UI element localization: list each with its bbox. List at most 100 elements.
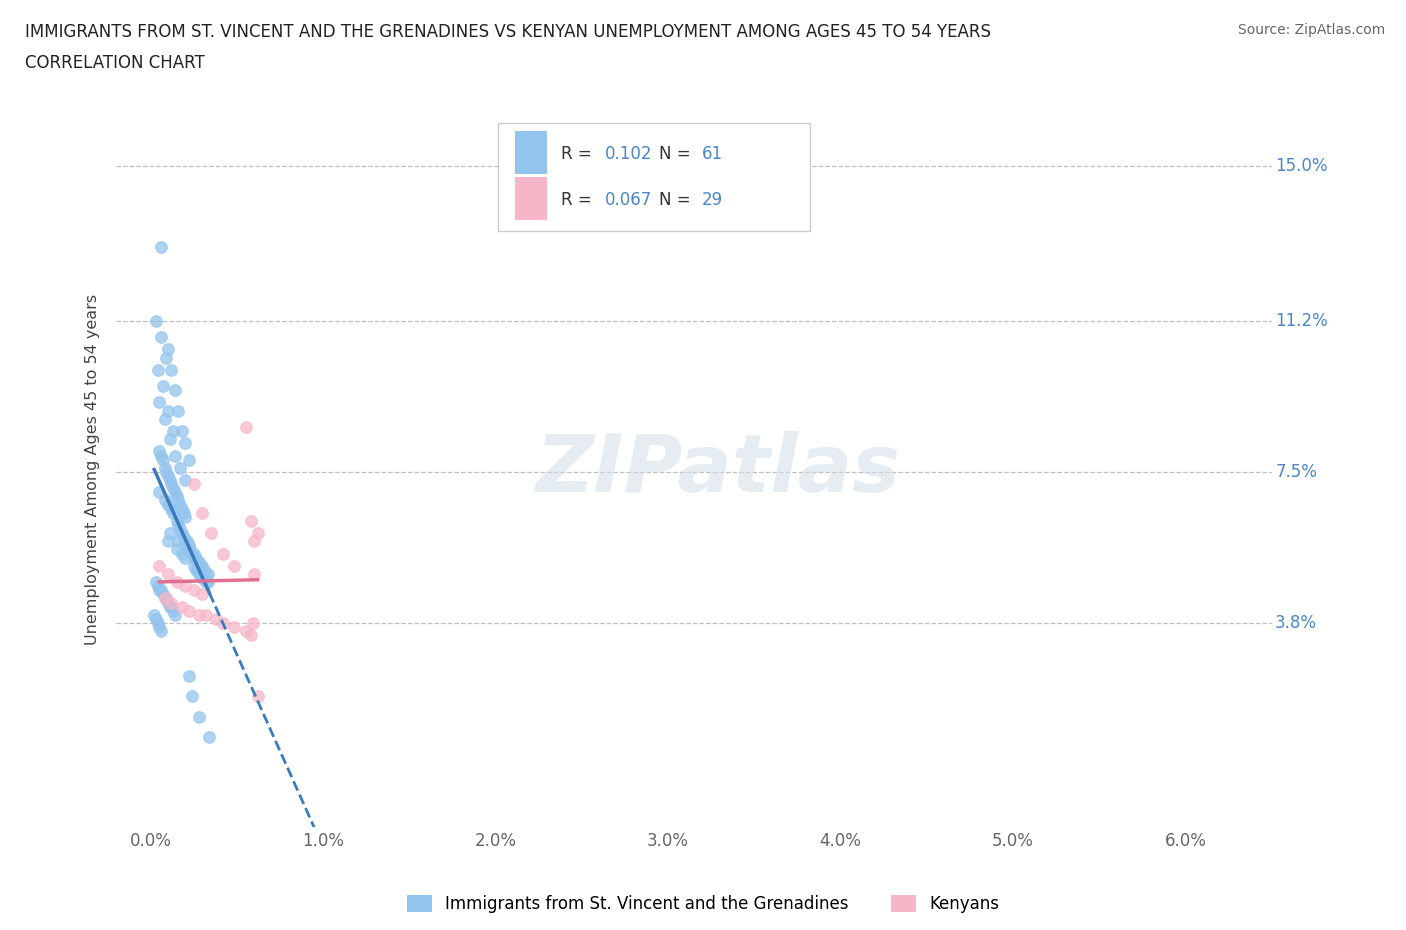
Point — [160, 477, 183, 492]
Point — [174, 551, 197, 565]
Point — [170, 599, 193, 614]
Point — [150, 330, 173, 345]
Text: 29: 29 — [702, 191, 723, 209]
Text: IMMIGRANTS FROM ST. VINCENT AND THE GRENADINES VS KENYAN UNEMPLOYMENT AMONG AGES: IMMIGRANTS FROM ST. VINCENT AND THE GREN… — [25, 23, 991, 41]
Point — [212, 616, 235, 631]
Point — [179, 542, 201, 557]
Point — [166, 513, 188, 528]
Text: 3.8%: 3.8% — [1275, 614, 1317, 631]
Point — [162, 424, 184, 439]
Point — [145, 611, 167, 626]
Point — [163, 485, 186, 499]
Point — [243, 534, 266, 549]
Point — [156, 404, 179, 418]
Point — [160, 595, 183, 610]
Point — [166, 489, 188, 504]
Point — [193, 571, 215, 586]
Point — [153, 460, 176, 475]
Point — [159, 525, 181, 540]
Point — [148, 583, 170, 598]
Point — [191, 571, 214, 586]
Point — [146, 616, 169, 631]
Point — [156, 498, 179, 512]
Point — [193, 563, 215, 578]
Text: CORRELATION CHART: CORRELATION CHART — [25, 54, 205, 72]
Text: 15.0%: 15.0% — [1275, 157, 1327, 175]
Point — [181, 689, 204, 704]
Text: R =: R = — [561, 191, 598, 209]
Point — [177, 669, 200, 684]
Point — [235, 624, 257, 639]
FancyBboxPatch shape — [515, 131, 547, 174]
Point — [194, 566, 217, 581]
Point — [160, 501, 183, 516]
Point — [153, 591, 176, 605]
Point — [188, 710, 211, 724]
Point — [174, 578, 197, 593]
Point — [166, 575, 188, 590]
Point — [159, 472, 181, 487]
Point — [188, 566, 211, 581]
Point — [146, 578, 169, 593]
Text: 61: 61 — [702, 145, 723, 163]
Point — [148, 395, 170, 410]
Point — [159, 432, 181, 446]
Point — [205, 611, 228, 626]
Point — [188, 607, 211, 622]
Point — [163, 383, 186, 398]
Text: 11.2%: 11.2% — [1275, 312, 1327, 330]
Point — [160, 599, 183, 614]
Point — [166, 542, 188, 557]
Point — [177, 538, 200, 552]
Y-axis label: Unemployment Among Ages 45 to 54 years: Unemployment Among Ages 45 to 54 years — [86, 294, 100, 645]
Point — [191, 558, 214, 573]
Point — [159, 599, 181, 614]
Point — [162, 481, 184, 496]
Legend: Immigrants from St. Vincent and the Grenadines, Kenyans: Immigrants from St. Vincent and the Gren… — [401, 888, 1005, 920]
FancyBboxPatch shape — [498, 124, 810, 231]
Point — [156, 342, 179, 357]
Point — [170, 525, 193, 540]
Point — [150, 448, 173, 463]
Point — [235, 419, 257, 434]
Point — [222, 558, 245, 573]
Point — [148, 619, 170, 634]
Point — [167, 534, 190, 549]
Point — [170, 546, 193, 561]
Point — [145, 313, 167, 328]
Point — [246, 689, 269, 704]
Text: 7.5%: 7.5% — [1275, 463, 1317, 481]
Point — [246, 525, 269, 540]
Point — [150, 583, 173, 598]
Point — [188, 554, 211, 569]
Text: R =: R = — [561, 145, 598, 163]
Text: ZIPatlas: ZIPatlas — [534, 431, 900, 509]
Point — [150, 624, 173, 639]
Point — [176, 542, 198, 557]
Point — [148, 485, 170, 499]
Text: 0.102: 0.102 — [605, 145, 652, 163]
Point — [152, 379, 174, 393]
Point — [148, 444, 170, 458]
Text: Source: ZipAtlas.com: Source: ZipAtlas.com — [1237, 23, 1385, 37]
Point — [184, 563, 207, 578]
Point — [169, 498, 191, 512]
Point — [162, 505, 184, 520]
Point — [183, 477, 205, 492]
Point — [169, 460, 191, 475]
Point — [177, 452, 200, 467]
Point — [190, 558, 212, 573]
Point — [167, 517, 190, 532]
Point — [173, 505, 195, 520]
Point — [174, 436, 197, 451]
Point — [153, 493, 176, 508]
Point — [212, 546, 235, 561]
Point — [197, 566, 219, 581]
Point — [242, 616, 264, 631]
Text: N =: N = — [659, 145, 696, 163]
Point — [148, 558, 170, 573]
Point — [174, 472, 197, 487]
Point — [143, 607, 166, 622]
Point — [156, 566, 179, 581]
Point — [170, 424, 193, 439]
